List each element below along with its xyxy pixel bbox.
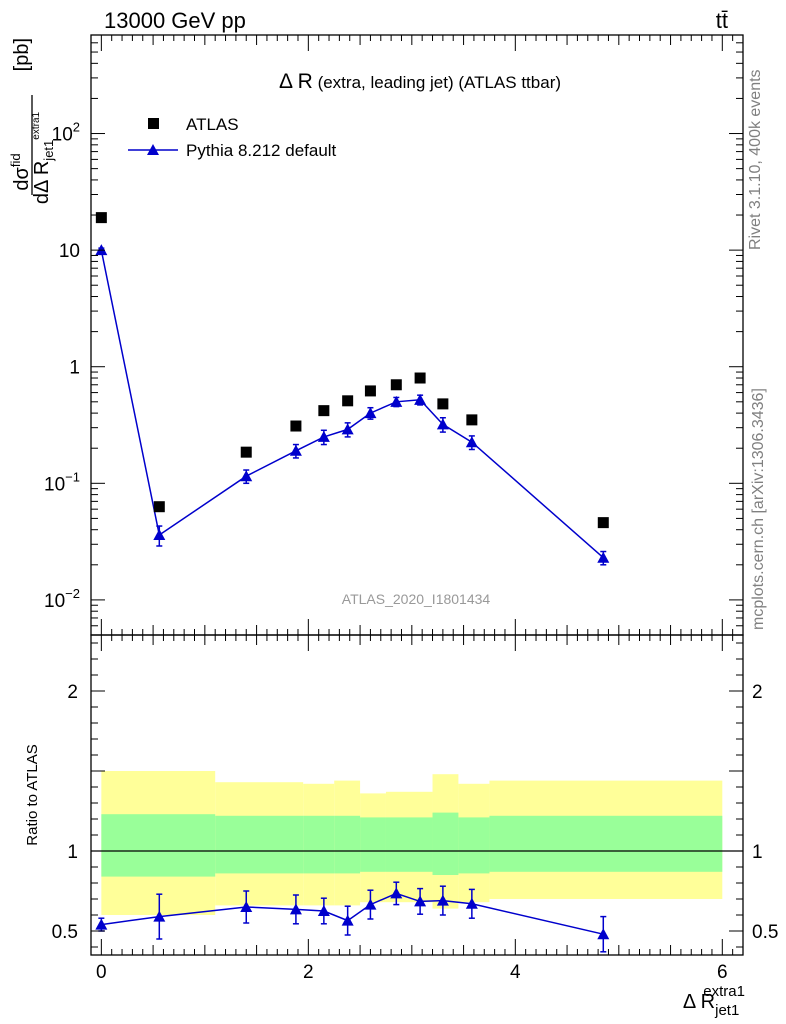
- x-tick-label: 6: [717, 962, 728, 983]
- energy-label: 13000 GeV pp: [104, 8, 246, 33]
- ratio-point: [414, 895, 427, 907]
- legend-label-mc: Pythia 8.212 default: [186, 141, 337, 160]
- ratio-panel: 0.5 0.5 1 1 2 2 0 2 4 6 Ratio to ATLAS Δ Rjet1ext…: [24, 634, 778, 1019]
- green-band: [360, 817, 386, 872]
- y-tick-label: 10: [59, 241, 80, 262]
- mc-point: [390, 395, 403, 407]
- legend-marker-atlas: [148, 118, 159, 129]
- mcplots-label: mcplots.cern.ch [arXiv:1306.3436]: [750, 388, 767, 630]
- ratio-y-label: Ratio to ATLAS: [24, 744, 41, 845]
- atlas-point: [95, 212, 107, 224]
- svg-text:dΔ Rjet1extra1: dΔ Rjet1extra1: [31, 111, 56, 204]
- ratio-point: [317, 905, 330, 916]
- ratio-point: [95, 918, 108, 930]
- ratio-point: [364, 898, 377, 910]
- ratio-point: [153, 910, 166, 922]
- atlas-point: [364, 385, 376, 397]
- atlas-point: [390, 379, 402, 391]
- ratio-point: [597, 928, 610, 940]
- mc-point: [317, 430, 330, 442]
- atlas-point: [437, 398, 449, 410]
- y-tick-label: 10−1: [44, 469, 80, 495]
- y-tick-label: 102: [52, 120, 80, 146]
- ratio-point: [341, 914, 354, 926]
- ratio-point: [240, 901, 253, 912]
- main-data-layer: [95, 212, 610, 566]
- green-band: [489, 815, 723, 872]
- mc-point: [341, 423, 354, 435]
- mc-point: [436, 418, 449, 430]
- mc-point: [597, 551, 610, 563]
- ratio-y-tick-label: 1: [67, 842, 78, 863]
- ratio-frame: [90, 634, 744, 956]
- green-band: [334, 815, 361, 874]
- ratio-data-layer: [95, 881, 610, 953]
- atlas-point: [318, 405, 330, 417]
- atlas-point: [414, 372, 426, 384]
- ratio-point: [289, 903, 302, 915]
- x-axis-label: Δ Rjet1extra1: [683, 983, 745, 1019]
- x-tick-label: 4: [510, 962, 521, 983]
- atlas-point: [597, 517, 609, 529]
- main-axes: 10−2 10−1 1 10 102: [44, 34, 744, 636]
- svg-text:[pb]: [pb]: [11, 38, 33, 71]
- ratio-point: [390, 887, 403, 899]
- green-band: [303, 815, 335, 874]
- green-band: [458, 817, 490, 874]
- ratio-y-tick-label-right: 0.5: [752, 922, 778, 943]
- green-band: [385, 817, 433, 872]
- rivet-label: Rivet 3.1.10, 400k events: [747, 69, 764, 250]
- y-tick-label: 1: [69, 358, 80, 379]
- ratio-y-tick-label-right: 2: [752, 682, 763, 703]
- process-label: tt̄: [716, 8, 728, 33]
- ratio-point: [436, 894, 449, 906]
- mc-point: [364, 407, 377, 419]
- svg-text:dσfid: dσfid: [8, 153, 33, 190]
- ratio-mc-line: [101, 892, 604, 935]
- atlas-point: [290, 420, 302, 432]
- main-panel: 10−2 10−1 1 10 102 Δ R (extra, leading jet) …: [8, 34, 744, 636]
- x-tick-label: 0: [96, 962, 107, 983]
- mc-point: [289, 444, 302, 456]
- mc-point: [465, 436, 478, 448]
- analysis-label: ATLAS_2020_I1801434: [342, 591, 491, 607]
- green-band: [432, 812, 459, 875]
- ratio-y-tick-label-right: 1: [752, 842, 763, 863]
- ratio-y-tick-label: 0.5: [52, 922, 78, 943]
- mc-point: [153, 529, 166, 541]
- ratio-axes: 0.5 0.5 1 1 2 2 0 2 4 6: [52, 634, 778, 983]
- atlas-point: [466, 414, 478, 426]
- atlas-point: [342, 395, 354, 407]
- green-band: [215, 815, 304, 874]
- x-tick-label: 2: [303, 962, 314, 983]
- green-band: [101, 814, 216, 877]
- legend: ATLAS Pythia 8.212 default: [128, 115, 337, 160]
- legend-label-atlas: ATLAS: [186, 115, 239, 134]
- legend-marker-mc: [147, 144, 159, 155]
- mc-point: [240, 470, 253, 482]
- mc-point: [414, 393, 427, 405]
- y-axis-label: dσfid dΔ Rjet1extra1 [pb]: [8, 38, 56, 204]
- y-tick-label: 10−2: [44, 586, 80, 612]
- atlas-point: [153, 501, 165, 513]
- chart-title: Δ R (extra, leading jet) (ATLAS ttbar): [279, 70, 561, 93]
- atlas-point: [240, 446, 252, 458]
- ratio-y-tick-label: 2: [67, 682, 78, 703]
- ratio-point: [465, 897, 478, 909]
